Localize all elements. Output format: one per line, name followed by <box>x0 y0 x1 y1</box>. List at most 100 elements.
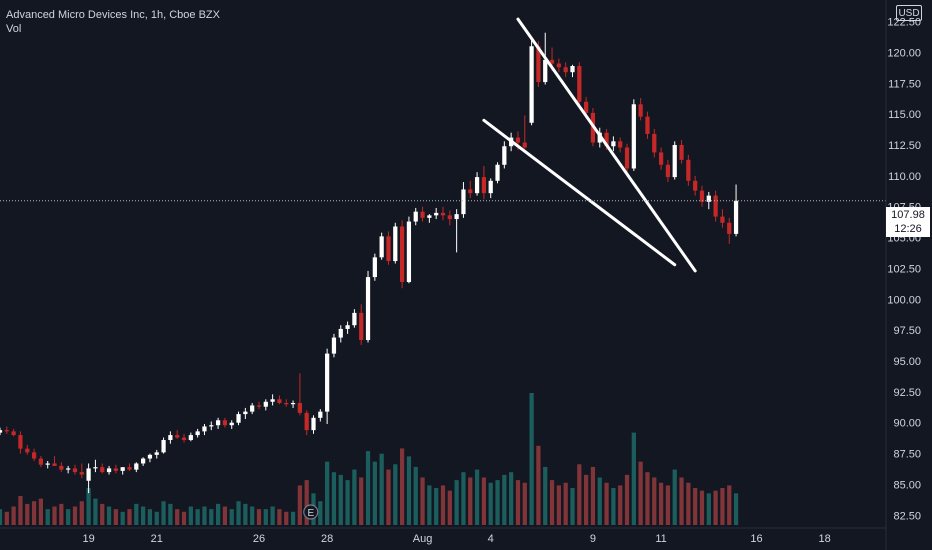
volume-bar <box>25 503 30 525</box>
candle-body <box>345 325 350 329</box>
volume-bar <box>420 477 425 525</box>
volume-bar <box>202 506 207 525</box>
candle-body <box>461 189 466 215</box>
candle-body <box>638 104 643 117</box>
volume-bar <box>454 480 459 525</box>
volume-bar <box>379 453 384 525</box>
price-tick-label: 110.00 <box>888 171 921 183</box>
volume-bars <box>0 393 739 525</box>
candle-body <box>577 66 582 102</box>
volume-bar <box>195 509 200 525</box>
price-tick-label: 117.50 <box>888 78 921 90</box>
earnings-event-marker[interactable]: E <box>303 504 319 520</box>
candle-body <box>584 101 589 113</box>
volume-bar <box>338 474 343 525</box>
volume-bar <box>590 466 596 525</box>
price-tick-label: 97.50 <box>893 325 921 337</box>
time-tick-label: 19 <box>82 533 94 545</box>
event-marker-circle[interactable] <box>303 504 319 520</box>
volume-bar <box>713 490 718 525</box>
candle-body <box>618 141 623 148</box>
volume-bar <box>447 490 452 525</box>
price-axis[interactable]: 82.50 85.00 87.50 90.00 92.50 95.00 97.50 100.0… <box>885 0 921 550</box>
volume-bar <box>120 511 125 525</box>
candle-body <box>263 401 268 407</box>
volume-bar <box>18 495 23 525</box>
candle-body <box>229 422 234 426</box>
candle-body <box>11 431 16 436</box>
volume-bar <box>488 482 493 525</box>
volume-bar <box>11 506 16 525</box>
volume-bar <box>93 498 98 525</box>
volume-bar <box>38 498 44 525</box>
volume-bar <box>290 511 296 525</box>
candle-body <box>243 411 248 415</box>
volume-bar <box>699 490 705 525</box>
price-tick-label: 112.50 <box>888 140 921 152</box>
candle-body <box>693 180 698 191</box>
candle-body <box>209 425 214 427</box>
volume-bar <box>563 482 568 525</box>
volume-bar <box>611 488 616 525</box>
candle-body <box>365 277 371 341</box>
volume-bar <box>236 501 241 525</box>
currency-badge[interactable]: USD <box>896 5 922 21</box>
candle-body <box>454 214 459 220</box>
candle-body <box>188 435 193 441</box>
candle-body <box>611 141 616 147</box>
event-marker-letter[interactable]: E <box>307 508 314 519</box>
candle-body <box>270 399 275 402</box>
candle-body <box>338 328 343 338</box>
trendlines[interactable] <box>482 17 697 273</box>
volume-bar <box>188 506 193 525</box>
volume-bar <box>215 503 221 525</box>
candle-body <box>100 467 105 473</box>
time-tick-label: 9 <box>590 533 596 545</box>
volume-bar <box>645 472 650 525</box>
volume-bar <box>100 503 105 525</box>
volume-bar <box>168 503 173 525</box>
volume-bar <box>45 509 50 525</box>
candle-body <box>4 430 9 432</box>
volume-bar <box>474 469 480 525</box>
volume-bar <box>359 477 364 525</box>
volume-bar <box>345 480 350 525</box>
time-tick-label: 26 <box>253 533 265 545</box>
candle-body <box>474 177 480 194</box>
last-price-value: 107.98 <box>891 209 925 221</box>
volume-bar <box>331 472 337 525</box>
volume-bar <box>141 506 146 525</box>
volume-bar <box>733 493 739 525</box>
volume-bar <box>106 506 112 525</box>
volume-bar <box>175 509 180 525</box>
volume-bar <box>31 501 37 525</box>
volume-bar <box>440 485 446 525</box>
candle-body <box>195 431 200 436</box>
volume-bar <box>59 503 64 525</box>
volume-bar <box>209 509 214 525</box>
time-tick-label: 21 <box>151 533 163 545</box>
candle-body <box>120 467 125 471</box>
volume-bar <box>393 464 398 525</box>
candle-body <box>563 67 568 73</box>
time-tick-label: 18 <box>819 533 831 545</box>
volume-bar <box>318 501 323 525</box>
volume-bar <box>372 461 377 525</box>
price-tick-label: 102.50 <box>887 263 921 275</box>
candle-body <box>556 63 561 68</box>
volume-bar <box>577 464 582 525</box>
volume-bar <box>727 485 732 525</box>
volume-bar <box>468 477 473 525</box>
candle-body <box>379 236 384 258</box>
time-tick-label: 28 <box>321 533 333 545</box>
volume-bar <box>297 485 302 525</box>
trendline-lower[interactable] <box>482 118 677 267</box>
candle-body <box>679 145 684 160</box>
trendline-upper[interactable] <box>516 17 697 273</box>
volume-bar <box>693 488 698 525</box>
volume-bar <box>250 506 255 525</box>
time-axis[interactable]: 19 21 26 28 Aug 4 9 11 16 18 <box>0 527 886 545</box>
